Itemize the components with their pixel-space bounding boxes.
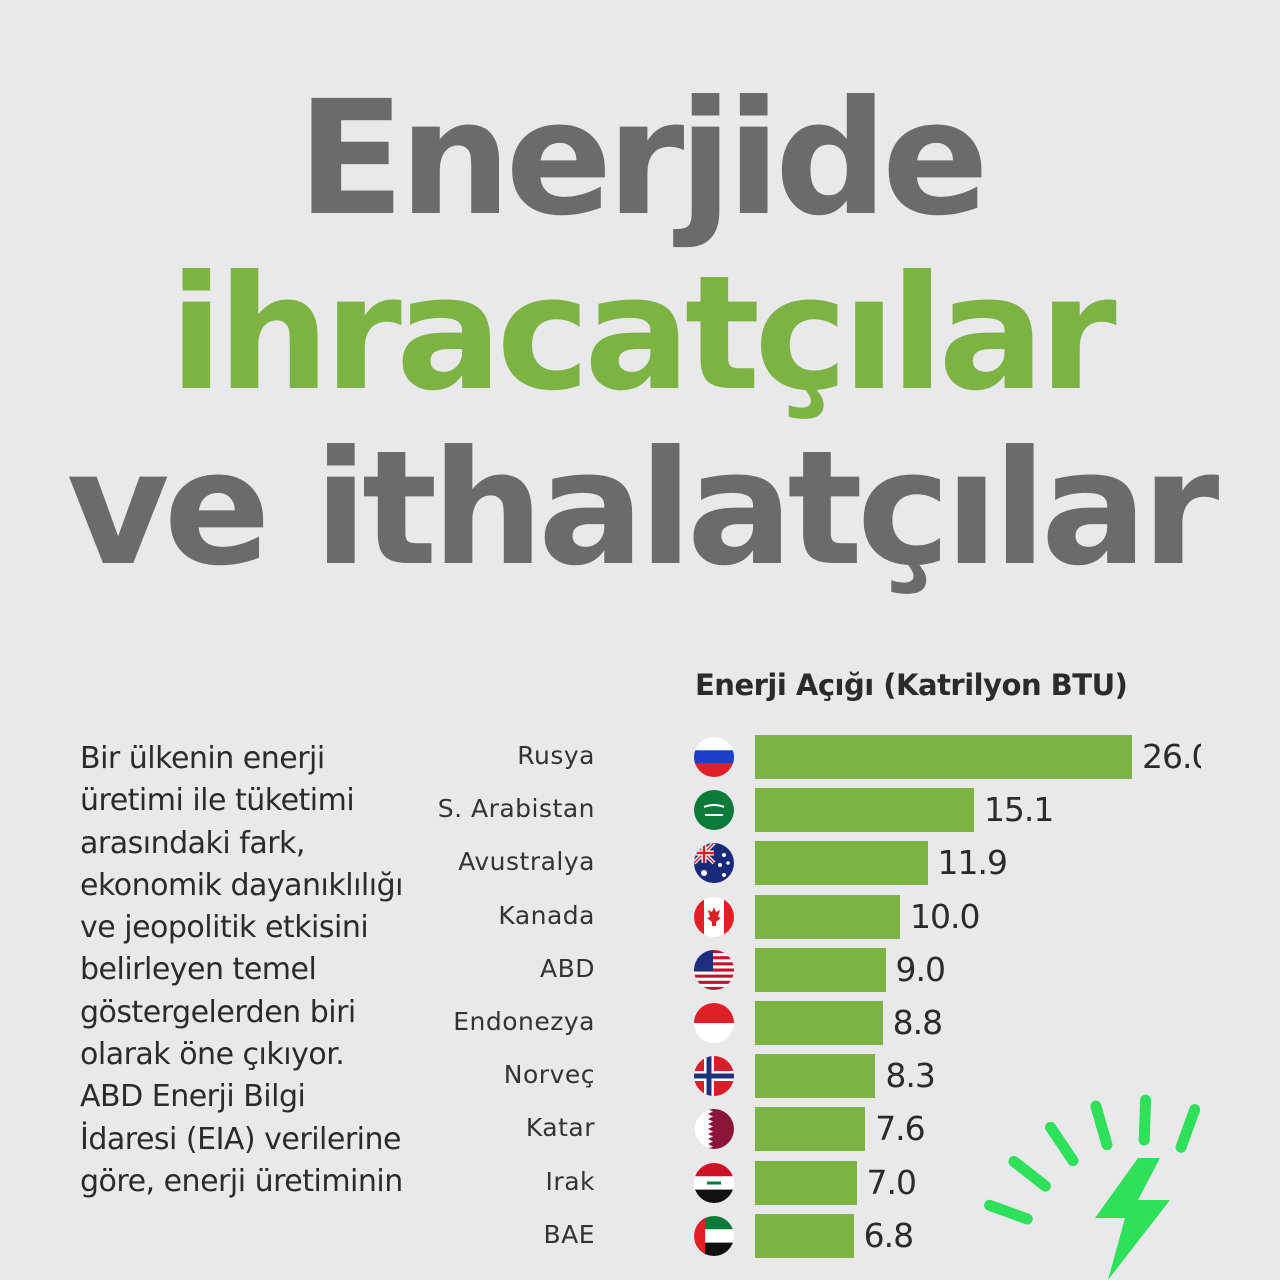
category-label: Avustralya (458, 847, 595, 877)
value-label: 7.6 (875, 1109, 925, 1149)
australia-flag-icon (694, 843, 734, 884)
category-label: S. Arabistan (437, 794, 595, 824)
uae-flag-icon (694, 1215, 734, 1256)
value-label: 26.0 (1142, 737, 1201, 776)
bar (755, 947, 886, 992)
value-label: 11.9 (937, 843, 1008, 883)
title-line-2: ihracatçılar (169, 242, 1117, 426)
value-label: 10.0 (910, 896, 980, 936)
category-label: Kanada (498, 900, 595, 930)
value-label: 15.1 (983, 790, 1054, 830)
category-label: Rusya (517, 741, 595, 770)
category-label: Katar (525, 1113, 595, 1143)
value-label: 8.3 (885, 1056, 935, 1096)
value-label: 6.8 (863, 1215, 914, 1255)
category-label: Norveç (503, 1060, 595, 1090)
title-line-1: Enerjide (296, 67, 989, 251)
bar (755, 1054, 876, 1099)
bar (755, 1160, 857, 1205)
category-label: BAE (543, 1219, 595, 1249)
bar (755, 841, 928, 886)
category-label: Endonezya (453, 1007, 595, 1036)
category-label: Irak (545, 1166, 595, 1196)
bar (755, 735, 1132, 779)
norway-flag-icon (694, 1056, 734, 1097)
bar (755, 788, 974, 833)
indonesia-flag-icon (694, 1003, 734, 1043)
value-label: 9.0 (895, 949, 946, 989)
title-line-3: ve ithalatçılar (66, 417, 1220, 601)
saudi-arabia-flag-icon (694, 790, 734, 831)
usa-flag-icon (694, 949, 734, 990)
canada-flag-icon (694, 896, 734, 937)
value-label: 8.8 (892, 1003, 943, 1042)
bar (755, 1001, 883, 1045)
qatar-flag-icon (694, 1109, 734, 1150)
russia-flag-icon (694, 737, 734, 777)
bar-chart: Rusya 26.0 S. Arabistan 15.1 Avustralya 11.9 K… (437, 735, 1201, 1258)
chart-title: Enerji Açığı (Katrilyon BTU) (695, 668, 1128, 702)
body-text: Bir ülkenin enerji üretimi ile tüketimi … (80, 741, 403, 1199)
iraq-flag-icon (694, 1162, 734, 1203)
bar (755, 894, 900, 939)
bar (755, 1107, 866, 1152)
value-label: 7.0 (866, 1162, 917, 1202)
bar (755, 1213, 854, 1258)
category-label: ABD (539, 953, 595, 983)
energy-gauge-icon (984, 1094, 1200, 1280)
